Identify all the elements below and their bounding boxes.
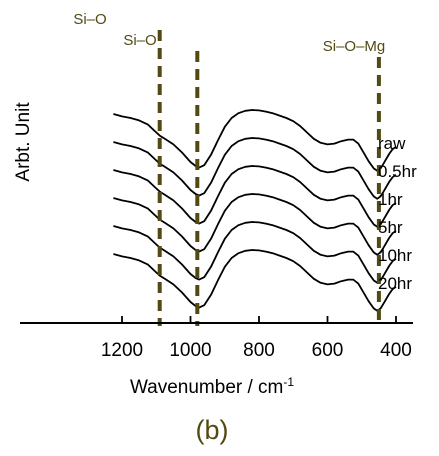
x-tick-label-1000: 1000 <box>169 340 211 361</box>
x-tick-label-800: 800 <box>243 340 275 361</box>
series-label-20hr: 20hr <box>378 274 412 293</box>
x-axis-ticks: 1200 1000 800 600 400 <box>101 316 412 361</box>
x-axis-title: Wavenumber / cm-1 <box>130 375 294 398</box>
series-labels: raw 0.5hr 1hr 5hr 10hr 20hr <box>378 134 417 293</box>
series-label-0-5hr: 0.5hr <box>378 162 417 181</box>
spectrum-line-1hr <box>113 165 397 228</box>
y-axis-title: Arbt. Unit <box>13 102 34 182</box>
peak-annotations: Si–O Si–O Si–O–Mg <box>73 11 385 326</box>
x-tick-label-400: 400 <box>380 340 412 361</box>
spectrum-line-5hr <box>113 193 397 256</box>
x-axis-title-exponent: -1 <box>283 375 294 389</box>
x-tick-label-600: 600 <box>312 340 344 361</box>
panel-label: (b) <box>196 415 229 445</box>
spectrum-line-10hr <box>113 221 397 284</box>
peak-marker-label-2: Si–O <box>123 32 156 49</box>
peak-marker-label-3: Si–O–Mg <box>323 38 386 55</box>
peak-marker-label-1: Si–O <box>73 11 106 28</box>
x-tick-label-1200: 1200 <box>101 340 143 361</box>
spectrum-line-raw <box>113 109 397 172</box>
series-label-5hr: 5hr <box>378 218 403 237</box>
series-label-raw: raw <box>378 134 406 153</box>
spectrum-line-20hr <box>113 249 397 312</box>
series-label-1hr: 1hr <box>378 190 403 209</box>
spectrum-line-0-5hr <box>113 137 397 200</box>
spectra-curves <box>113 109 397 312</box>
x-axis-title-text: Wavenumber / cm <box>130 377 283 398</box>
series-label-10hr: 10hr <box>378 246 412 265</box>
